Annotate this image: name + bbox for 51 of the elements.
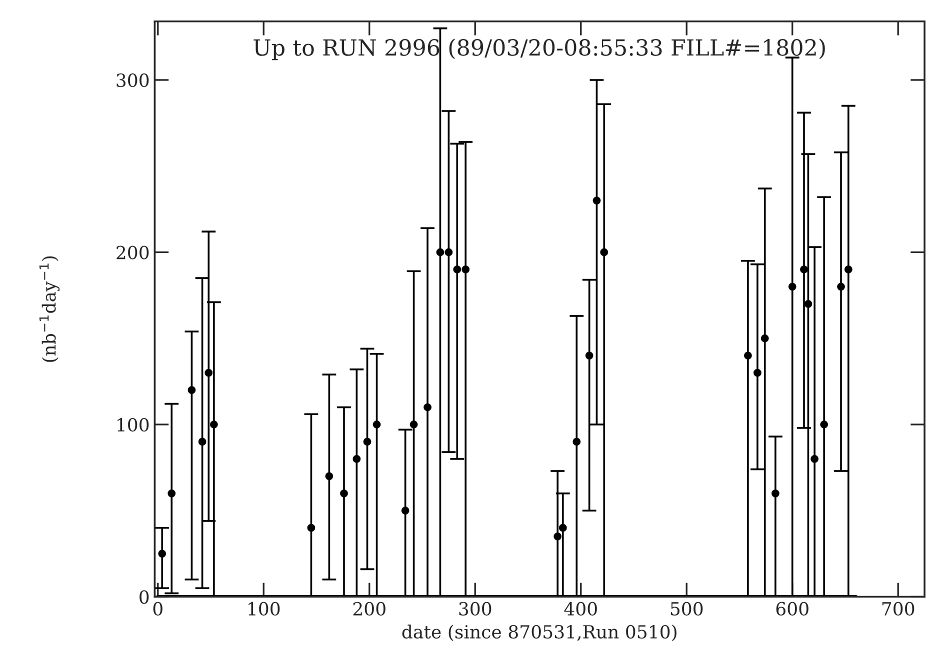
x-tick-label: 200: [353, 602, 386, 616]
point: [585, 352, 594, 360]
point: [424, 403, 432, 412]
x-tick-label: 500: [670, 602, 703, 616]
point: [820, 420, 828, 428]
point: [158, 550, 166, 558]
y-tick-label: 200: [116, 246, 149, 260]
text: Up to RUN 2996 (89/03/20-08:55:33 FILL#=1802): [254, 38, 825, 60]
point: [760, 334, 769, 342]
point: [810, 454, 819, 463]
point: [188, 386, 196, 394]
y-tick-label: 100: [118, 418, 149, 432]
point: [444, 248, 453, 256]
point: [210, 420, 218, 428]
x-tick-label: 400: [564, 602, 597, 616]
point: [844, 266, 852, 274]
point: [436, 248, 444, 256]
point: [198, 438, 206, 446]
point: [352, 454, 361, 463]
point: [788, 282, 796, 291]
point: [307, 524, 316, 532]
point: [744, 352, 752, 360]
x-tick-label: 700: [882, 602, 914, 616]
point: [558, 524, 567, 532]
point: [363, 438, 372, 446]
point: [572, 438, 581, 446]
point: [401, 506, 410, 515]
point: [340, 489, 348, 498]
y-axis-title: (nb$^{−1}$day$^{−1}$): [39, 256, 60, 362]
x-tick-label: 300: [459, 602, 492, 616]
point: [804, 300, 812, 308]
point: [837, 282, 845, 291]
point: [372, 420, 381, 428]
y-tick-label: 300: [116, 73, 149, 88]
x-tick-label: 0: [153, 602, 162, 616]
x-axis-title: date (since 870531,Run 0510): [402, 624, 676, 642]
y-tick-label: 0: [140, 590, 149, 604]
point: [410, 420, 418, 428]
point: [462, 266, 470, 274]
point: [453, 266, 462, 274]
point: [771, 489, 780, 498]
point: [754, 368, 762, 377]
point: [554, 532, 562, 540]
x-tick-label: 100: [248, 602, 280, 616]
point: [592, 196, 601, 205]
x-tick-label: 600: [776, 602, 808, 616]
point: [600, 248, 608, 256]
point: [800, 266, 808, 274]
point: [325, 472, 334, 480]
point: [168, 489, 176, 498]
point: [204, 368, 213, 377]
